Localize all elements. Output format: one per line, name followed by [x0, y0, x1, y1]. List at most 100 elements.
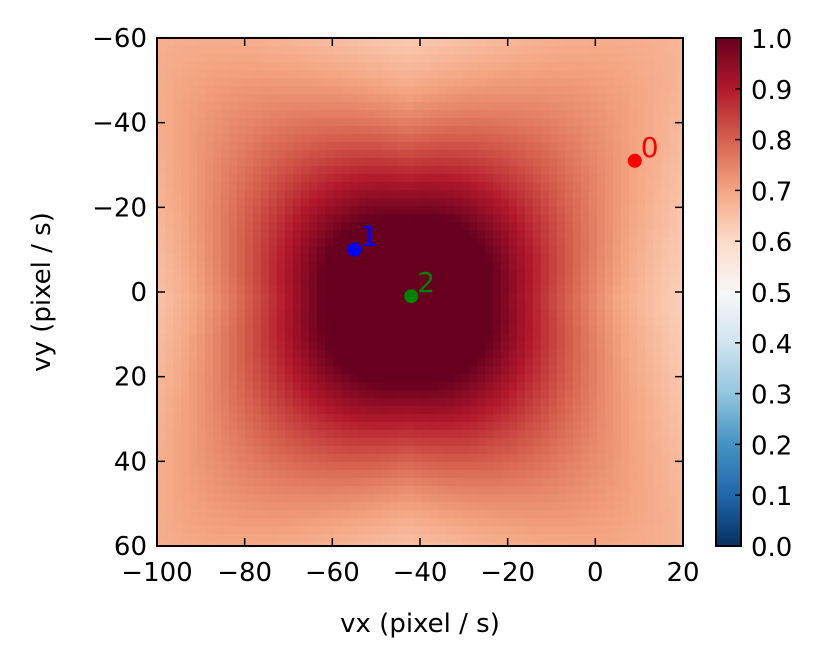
heatmap-cell [445, 334, 454, 343]
heatmap-cell [469, 486, 478, 495]
heatmap-cell [277, 446, 286, 455]
heatmap-cell [637, 254, 646, 263]
heatmap-cell [581, 78, 590, 87]
heatmap-cell [229, 350, 238, 359]
heatmap-cell [317, 222, 326, 231]
heatmap-cell [605, 174, 614, 183]
heatmap-cell [381, 350, 390, 359]
heatmap-cell [517, 326, 526, 335]
heatmap-cell [461, 438, 470, 447]
heatmap-cell [597, 438, 606, 447]
heatmap-cell [613, 222, 622, 231]
heatmap-cell [541, 270, 550, 279]
heatmap-cell [189, 142, 198, 151]
heatmap-cell [477, 430, 486, 439]
heatmap-cell [261, 534, 270, 543]
heatmap-cell [613, 190, 622, 199]
heatmap-cell [485, 526, 494, 535]
heatmap-cell [573, 470, 582, 479]
heatmap-cell [645, 262, 654, 271]
heatmap-cell [245, 406, 254, 415]
heatmap-cell [301, 150, 310, 159]
heatmap-cell [349, 158, 358, 167]
heatmap-cell [421, 86, 430, 95]
heatmap-cell [573, 518, 582, 527]
heatmap-cell [581, 486, 590, 495]
heatmap-cell [245, 390, 254, 399]
heatmap-cell [533, 478, 542, 487]
heatmap-cell [589, 414, 598, 423]
heatmap-cell [301, 398, 310, 407]
heatmap-cell [373, 414, 382, 423]
colorbar-segment [716, 106, 741, 109]
heatmap-cell [589, 214, 598, 223]
heatmap-cell [525, 486, 534, 495]
heatmap-cell [629, 494, 638, 503]
heatmap-cell [157, 102, 166, 111]
heatmap-cell [493, 46, 502, 55]
heatmap-cell [245, 102, 254, 111]
heatmap-cell [309, 534, 318, 543]
heatmap-cell [509, 430, 518, 439]
heatmap-cell [469, 270, 478, 279]
heatmap-cell [365, 318, 374, 327]
heatmap-cell [565, 142, 574, 151]
heatmap-cell [341, 262, 350, 271]
colorbar-segment [716, 68, 741, 71]
heatmap-cell [589, 542, 598, 547]
heatmap-cell [613, 150, 622, 159]
heatmap-cell [197, 190, 206, 199]
heatmap-cell [189, 302, 198, 311]
heatmap-cell [205, 486, 214, 495]
heatmap-cell [165, 62, 174, 71]
heatmap-cell [669, 38, 678, 47]
heatmap-cell [557, 158, 566, 167]
heatmap-cell [469, 182, 478, 191]
heatmap-cell [317, 126, 326, 135]
heatmap-cell [445, 102, 454, 111]
heatmap-cell [477, 262, 486, 271]
heatmap-cell [493, 334, 502, 343]
heatmap-cell [173, 318, 182, 327]
heatmap-cell [173, 62, 182, 71]
heatmap-cell [213, 262, 222, 271]
heatmap-cell [525, 46, 534, 55]
heatmap-cell [397, 542, 406, 547]
heatmap-cell [421, 502, 430, 511]
heatmap-cell [173, 166, 182, 175]
heatmap-cell [525, 454, 534, 463]
heatmap-cell [629, 462, 638, 471]
heatmap-cell [501, 270, 510, 279]
heatmap-cell [645, 430, 654, 439]
heatmap-cell [421, 150, 430, 159]
heatmap-cell [661, 150, 670, 159]
heatmap-cell [461, 430, 470, 439]
colorbar-segment [716, 84, 741, 87]
heatmap-cell [669, 406, 678, 415]
heatmap-cell [349, 46, 358, 55]
heatmap-cell [501, 478, 510, 487]
heatmap-cell [181, 326, 190, 335]
heatmap-cell [301, 302, 310, 311]
heatmap-cell [581, 214, 590, 223]
heatmap-cell [349, 278, 358, 287]
heatmap-cell [517, 198, 526, 207]
heatmap-cell [357, 254, 366, 263]
heatmap-cell [349, 310, 358, 319]
heatmap-cell [293, 158, 302, 167]
heatmap-cell [509, 318, 518, 327]
heatmap-cell [453, 190, 462, 199]
heatmap-cell [557, 94, 566, 103]
heatmap-cell [173, 526, 182, 535]
heatmap-cell [197, 358, 206, 367]
heatmap-cell [525, 270, 534, 279]
heatmap-cell [485, 326, 494, 335]
heatmap-cell [469, 222, 478, 231]
heatmap-cell [501, 382, 510, 391]
heatmap-cell [533, 94, 542, 103]
heatmap-cell [405, 110, 414, 119]
heatmap-cell [605, 502, 614, 511]
heatmap-cell [501, 214, 510, 223]
heatmap-cell [493, 542, 502, 547]
heatmap-cell [565, 94, 574, 103]
